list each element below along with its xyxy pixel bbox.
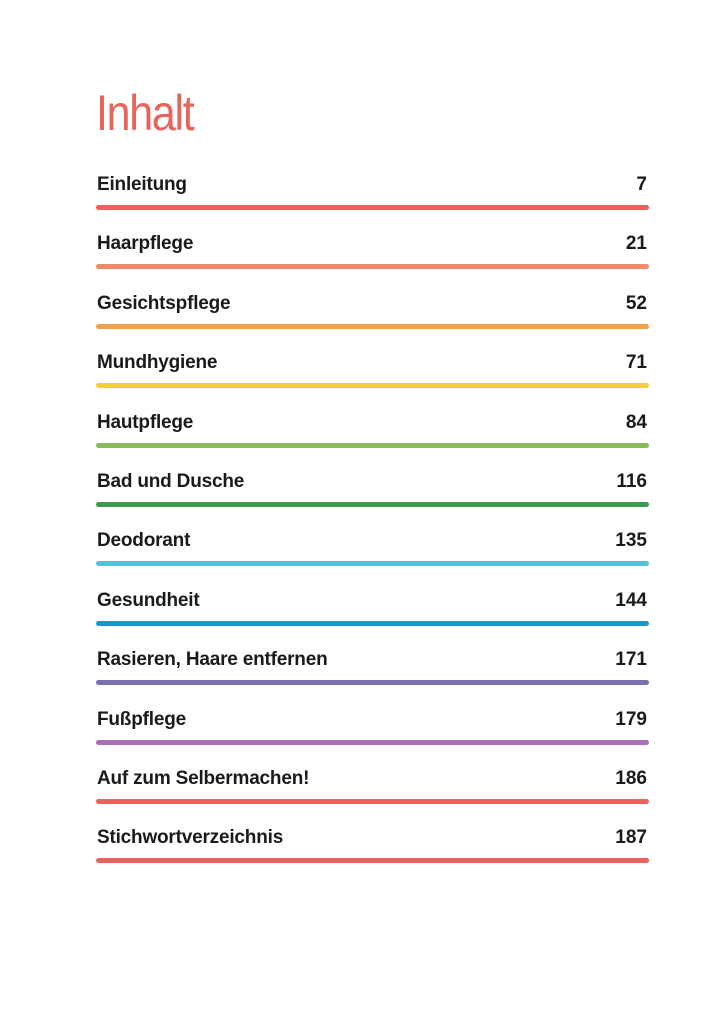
toc-entry-divider xyxy=(96,264,649,270)
toc-entry: Bad und Dusche 116 xyxy=(96,457,649,516)
toc-entry-divider xyxy=(96,205,649,210)
toc-entry-page-number: 52 xyxy=(625,292,647,314)
toc-entry-page-number: 179 xyxy=(615,708,647,730)
toc-entry-divider xyxy=(96,680,649,686)
toc-entry-divider xyxy=(96,798,649,804)
toc-entry-page-number: 144 xyxy=(615,589,647,611)
toc-entry-page-number: 116 xyxy=(616,470,647,492)
toc-entry-title: Bad und Dusche xyxy=(97,470,245,492)
toc-entry-divider xyxy=(96,323,649,329)
toc-entry-page-number: 135 xyxy=(615,530,647,552)
toc-entry-divider xyxy=(96,620,649,626)
toc-entry-divider xyxy=(96,501,649,507)
toc-entry: Auf zum Selbermachen! 186 xyxy=(96,754,649,813)
toc-entry: Haarpflege 21 xyxy=(96,219,649,278)
toc-entry-title: Fußpflege xyxy=(97,708,186,730)
toc-entry-title: Auf zum Selbermachen! xyxy=(97,767,310,789)
toc-entry-title: Hautpflege xyxy=(97,411,194,433)
toc-entry-title: Rasieren, Haare entfernen xyxy=(97,649,328,671)
toc-entry-page-number: 71 xyxy=(625,352,647,374)
toc-entry: Deodorant 135 xyxy=(96,516,649,575)
toc-entry-title: Haarpflege xyxy=(97,233,194,255)
toc-entry-divider xyxy=(96,383,649,389)
toc-entry: Einleitung 7 xyxy=(96,160,649,219)
toc-entry-divider xyxy=(96,858,649,864)
toc-entry: Mundhygiene 71 xyxy=(96,338,649,397)
toc-entry-divider xyxy=(96,739,649,745)
toc-entry-page-number: 171 xyxy=(615,649,647,671)
toc-entry: Fußpflege 179 xyxy=(96,695,649,754)
toc-entry-page-number: 21 xyxy=(625,233,647,255)
toc-entry: Gesichtspflege 52 xyxy=(96,279,649,338)
toc-entry: Stichwortverzeichnis 187 xyxy=(96,813,649,872)
toc-entry-title: Gesichtspflege xyxy=(97,292,231,314)
toc-entry-divider xyxy=(96,561,649,567)
toc-entry-title: Mundhygiene xyxy=(97,352,218,374)
toc-entry: Hautpflege 84 xyxy=(96,398,649,457)
toc-entry: Rasieren, Haare entfernen 171 xyxy=(96,635,649,694)
toc-entry-page-number: 84 xyxy=(625,411,647,433)
toc-entry-page-number: 186 xyxy=(615,767,647,789)
toc-entry-title: Stichwortverzeichnis xyxy=(97,827,284,849)
toc-entry-divider xyxy=(96,442,649,448)
page-title: Inhalt xyxy=(96,85,195,141)
toc-entry-page-number: 7 xyxy=(636,174,647,195)
toc-entry-title: Deodorant xyxy=(97,530,191,552)
toc-entry-page-number: 187 xyxy=(615,827,647,849)
toc-entry-title: Gesundheit xyxy=(97,589,200,611)
table-of-contents: Einleitung 7 Haarpflege 21 Gesichtspflege 52 M… xyxy=(96,160,649,873)
toc-entry-title: Einleitung xyxy=(97,174,187,195)
toc-entry: Gesundheit 144 xyxy=(96,576,649,635)
